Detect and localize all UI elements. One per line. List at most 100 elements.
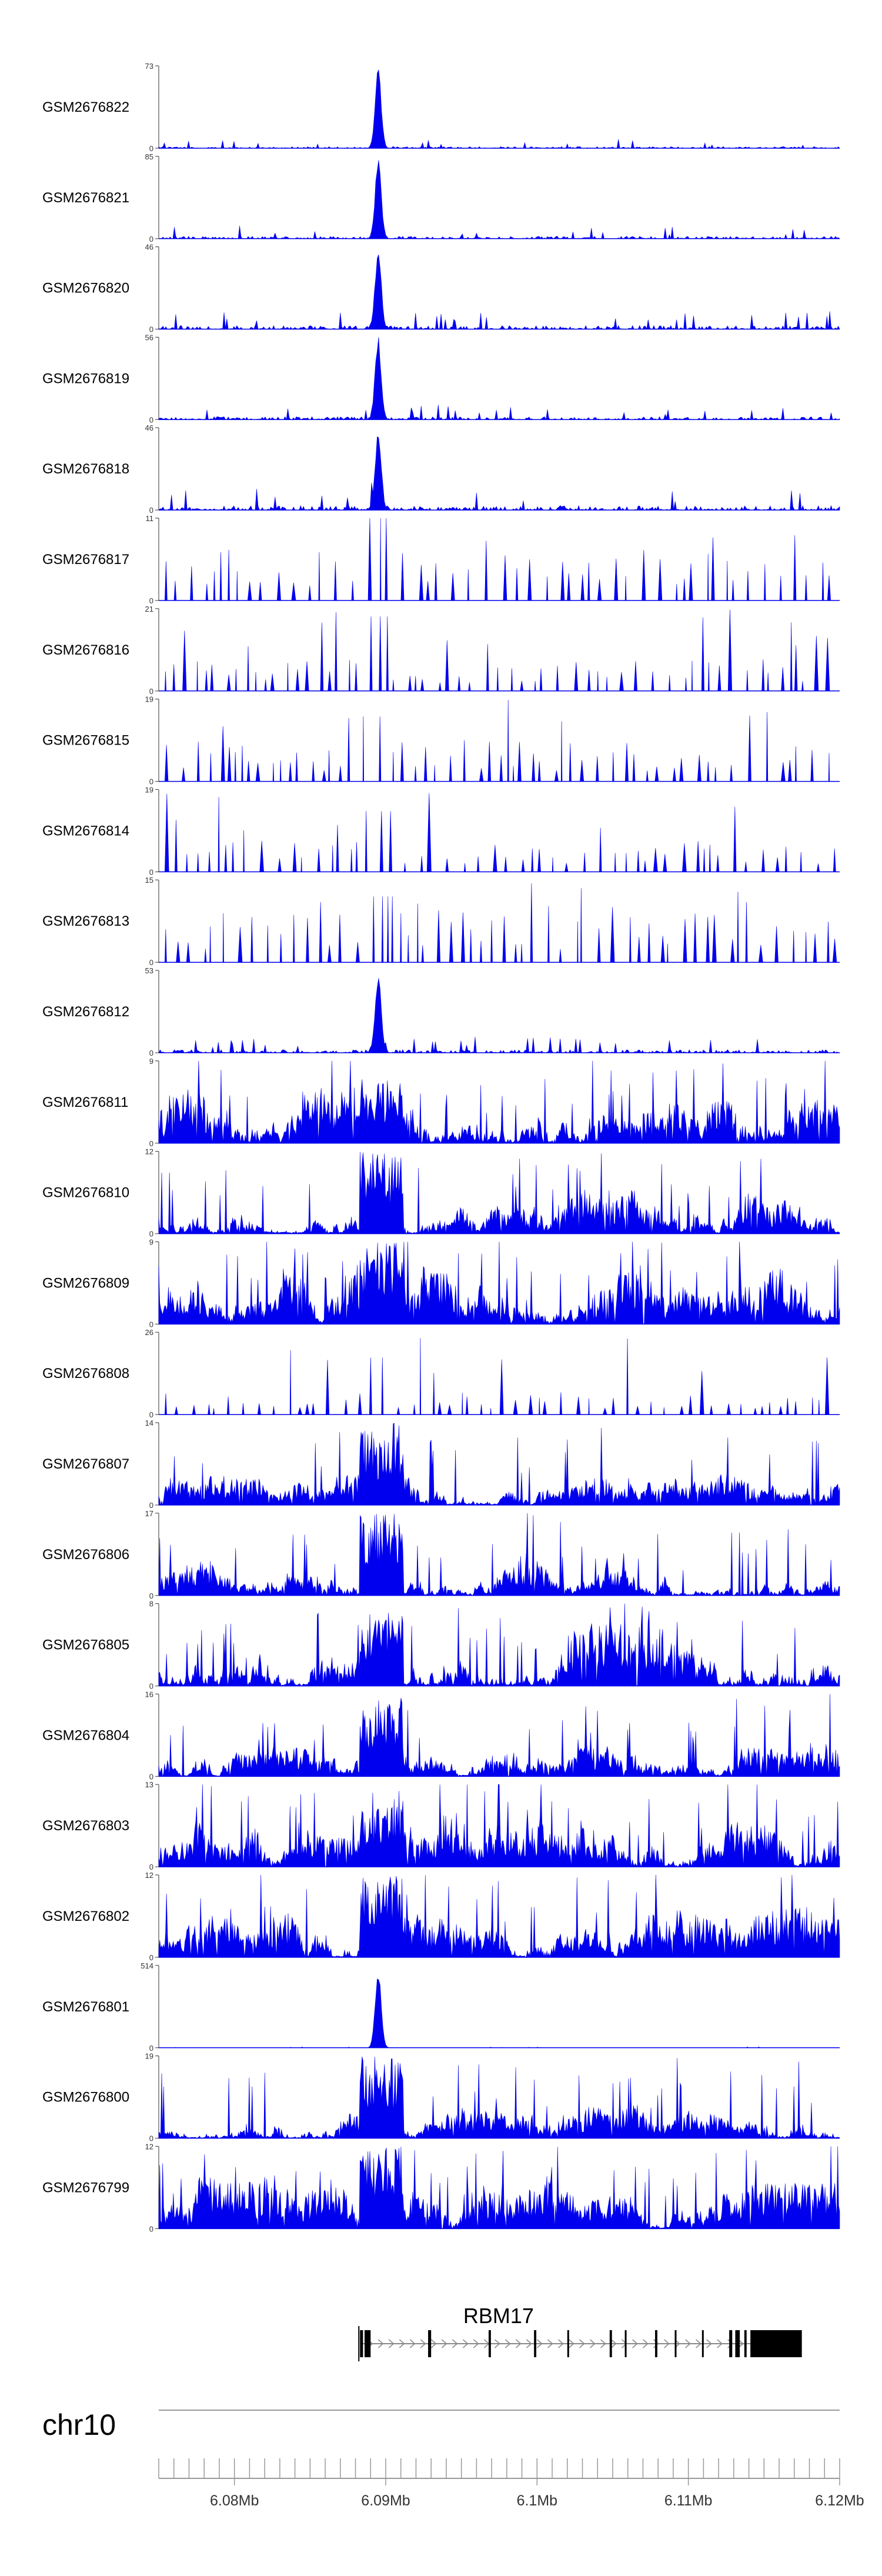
strand-arrow-icon: [706, 2339, 712, 2348]
gene-exon: [428, 2330, 432, 2357]
track-label: GSM2676805: [42, 1637, 129, 1653]
gene-exon: [655, 2330, 657, 2357]
y-min-label: 0: [149, 2044, 153, 2053]
coverage-area: [158, 1513, 840, 1596]
strand-arrow-icon: [409, 2339, 416, 2348]
coverage-track: GSM2676815 19 0: [42, 695, 840, 786]
coverage-track: GSM2676817 11 0: [42, 514, 840, 605]
y-max-label: 8: [149, 1600, 153, 1609]
strand-arrow-icon: [388, 2339, 395, 2348]
coverage-track: GSM2676807 14 0: [42, 1419, 840, 1510]
y-min-label: 0: [149, 1139, 153, 1148]
coverage-track: GSM2676806 17 0: [42, 1509, 840, 1600]
chromosome-label: chr10: [42, 2408, 116, 2441]
coverage-track: GSM2676820 46 0: [42, 243, 840, 334]
track-label: GSM2676810: [42, 1185, 129, 1201]
y-min-label: 0: [149, 687, 153, 696]
gene-exon: [674, 2330, 677, 2357]
track-label: GSM2676818: [42, 461, 129, 477]
y-max-label: 56: [145, 333, 153, 342]
track-label: GSM2676812: [42, 1004, 129, 1020]
y-min-label: 0: [149, 1230, 153, 1239]
strand-arrow-icon: [547, 2339, 553, 2348]
coverage-track: GSM2676822 73 0: [42, 62, 840, 153]
coverage-track: GSM2676805 8 0: [42, 1600, 840, 1691]
y-max-label: 19: [145, 2052, 153, 2061]
coverage-area: [159, 609, 840, 692]
coverage-track: GSM2676811 9 0: [42, 1057, 840, 1148]
y-min-label: 0: [149, 144, 153, 153]
track-label: GSM2676799: [42, 2180, 129, 2195]
coverage-track: GSM2676812 53 0: [42, 966, 840, 1057]
track-label: GSM2676815: [42, 733, 129, 749]
y-max-label: 13: [145, 1780, 153, 1789]
track-label: GSM2676813: [42, 913, 129, 929]
coverage-area: [158, 2146, 840, 2230]
track-label: GSM2676809: [42, 1275, 129, 1291]
coverage-area: [159, 699, 840, 782]
y-min-label: 0: [149, 778, 153, 786]
gene-exon: [364, 2330, 371, 2357]
y-min-label: 0: [149, 506, 153, 515]
gene-exon: [534, 2330, 537, 2357]
strand-arrow-icon: [536, 2339, 543, 2348]
coordinate-label: 6.09Mb: [361, 2492, 410, 2509]
y-max-label: 12: [145, 1871, 153, 1880]
y-max-label: 12: [145, 1147, 153, 1156]
strand-arrow-icon: [505, 2339, 511, 2348]
y-min-label: 0: [149, 1772, 153, 1781]
strand-arrow-icon: [738, 2339, 744, 2348]
coverage-area: [158, 1874, 840, 1958]
track-label: GSM2676800: [42, 2090, 129, 2105]
coordinate-label: 6.1Mb: [517, 2492, 557, 2509]
gene-exon: [735, 2330, 740, 2357]
y-max-label: 9: [149, 1057, 153, 1066]
coverage-track: GSM2676804 16 0: [42, 1690, 840, 1781]
track-label: GSM2676802: [42, 1908, 129, 1924]
y-max-label: 15: [145, 876, 153, 885]
coverage-track: GSM2676821 85 0: [42, 152, 840, 243]
y-min-label: 0: [149, 1320, 153, 1329]
gene-exon: [744, 2330, 747, 2357]
coverage-area: [158, 1423, 840, 1506]
y-max-label: 17: [145, 1509, 153, 1518]
track-label: GSM2676804: [42, 1727, 129, 1743]
y-min-label: 0: [149, 1410, 153, 1419]
strand-arrow-icon: [420, 2339, 426, 2348]
strand-arrow-icon: [632, 2339, 638, 2348]
y-max-label: 73: [145, 62, 153, 71]
coverage-track: GSM2676813 15 0: [42, 876, 840, 967]
gene-exon: [567, 2330, 569, 2357]
track-label: GSM2676801: [42, 1999, 129, 2015]
coverage-track: GSM2676809 9 0: [42, 1237, 840, 1329]
coverage-track: GSM2676810 12 0: [42, 1147, 840, 1239]
strand-arrow-icon: [590, 2339, 596, 2348]
track-label: GSM2676808: [42, 1366, 129, 1382]
gene-exon: [750, 2330, 802, 2357]
coverage-area: [158, 1978, 840, 2048]
track-label: GSM2676803: [42, 1818, 129, 1834]
strand-arrow-icon: [664, 2339, 670, 2348]
gene-track: RBM17: [358, 2304, 802, 2361]
coverage-area: [158, 436, 840, 511]
y-max-label: 14: [145, 1419, 153, 1427]
y-max-label: 16: [145, 1690, 153, 1699]
y-min-label: 0: [149, 958, 153, 967]
y-max-label: 514: [141, 1961, 153, 1970]
strand-arrow-icon: [526, 2339, 532, 2348]
strand-arrow-icon: [377, 2339, 384, 2348]
coverage-track: GSM2676818 46 0: [42, 423, 840, 515]
track-label: GSM2676820: [42, 281, 129, 296]
gene-exon: [360, 2330, 363, 2357]
coverage-area: [158, 1060, 840, 1144]
coordinate-label: 6.12Mb: [815, 2492, 864, 2509]
coverage-area: [159, 1338, 840, 1415]
strand-arrow-icon: [696, 2339, 701, 2348]
strand-arrow-icon: [611, 2339, 617, 2348]
y-max-label: 53: [145, 966, 153, 975]
y-min-label: 0: [149, 235, 153, 243]
coverage-area: [159, 518, 840, 601]
track-label: GSM2676806: [42, 1547, 129, 1563]
coverage-track: GSM2676800 19 0: [42, 2052, 840, 2143]
